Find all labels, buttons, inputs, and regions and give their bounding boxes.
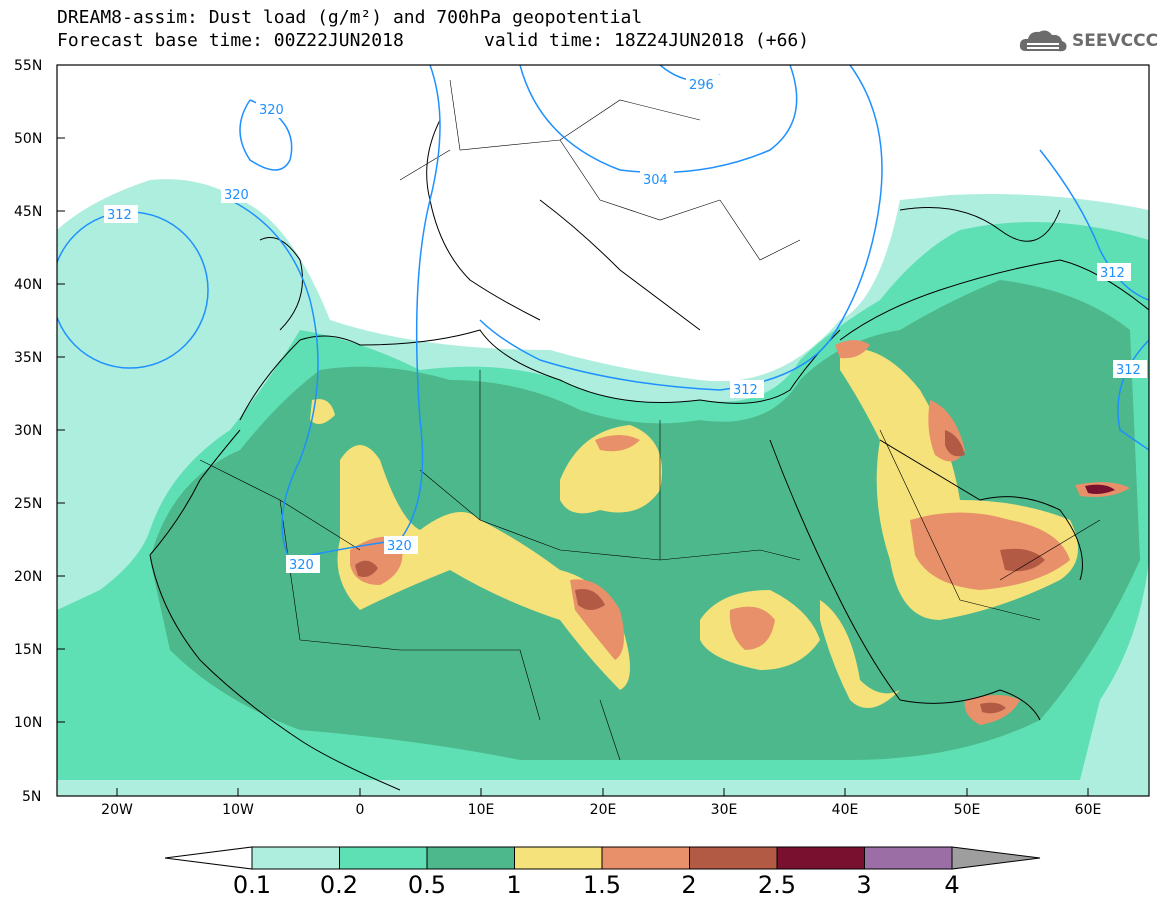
colorbar-label: 0.5 xyxy=(408,871,446,899)
lat-label: 10N xyxy=(14,715,42,731)
country-borders xyxy=(199,79,1101,761)
colorbar-label: 0.1 xyxy=(233,871,271,899)
lat-label: 35N xyxy=(14,350,42,366)
contour-label: 320 xyxy=(259,103,284,118)
valid-time: valid time: 18Z24JUN2018 (+66) xyxy=(484,30,810,51)
colorbar-label: 1.5 xyxy=(583,871,621,899)
colorbar-label: 2 xyxy=(681,871,696,899)
lat-label: 25N xyxy=(14,496,42,512)
lon-label: 10E xyxy=(468,802,495,818)
colorbar-bin xyxy=(339,846,428,870)
colorbar-label: 0.2 xyxy=(320,871,358,899)
colorbar-bin xyxy=(514,846,603,870)
lat-label: 45N xyxy=(14,204,42,220)
dust-field xyxy=(57,65,1149,796)
lon-label: 0 xyxy=(356,802,365,818)
lat-label: 55N xyxy=(14,58,42,74)
contour-label: 312 xyxy=(733,383,758,398)
lon-label: 20E xyxy=(590,802,617,818)
lon-label: 30E xyxy=(711,802,738,818)
contour-label: 312 xyxy=(107,208,132,223)
colorbar-low-arrow xyxy=(164,846,253,870)
contour-label: 320 xyxy=(387,539,412,554)
lon-label: 10W xyxy=(222,802,254,818)
lon-label: 50E xyxy=(954,802,981,818)
lat-label: 40N xyxy=(14,277,42,293)
colorbar-bin xyxy=(689,846,778,870)
colorbar: 0.1 0.2 0.5 1 1.5 2 2.5 3 4 xyxy=(164,846,1041,899)
contour-label: 304 xyxy=(643,173,668,188)
forecast-base-time: Forecast base time: 00Z22JUN2018 xyxy=(57,30,404,51)
contour-label: 320 xyxy=(289,558,314,573)
lon-label: 60E xyxy=(1075,802,1102,818)
contour-label: 296 xyxy=(689,78,714,93)
colorbar-label: 3 xyxy=(856,871,871,899)
map-title: DREAM8-assim: Dust load (g/m²) and 700hP… xyxy=(57,7,643,28)
colorbar-label: 2.5 xyxy=(758,871,796,899)
contour-labels: 296 304 312 312 312 312 320 320 320 320 xyxy=(104,75,1147,573)
colorbar-bin xyxy=(776,846,865,870)
lon-label: 20W xyxy=(101,802,133,818)
lat-axis: 55N 50N 45N 40N 35N 30N 25N 20N 15N 10N … xyxy=(14,58,65,805)
colorbar-bin xyxy=(251,846,340,870)
contour-label: 312 xyxy=(1100,266,1125,281)
colorbar-label: 1 xyxy=(506,871,521,899)
contour-label: 320 xyxy=(224,188,249,203)
colorbar-bin xyxy=(601,846,690,870)
cloud-logo-icon xyxy=(1019,30,1067,52)
coastlines xyxy=(149,119,1149,791)
colorbar-bin xyxy=(426,846,515,870)
lon-label: 40E xyxy=(832,802,859,818)
lat-label: 5N xyxy=(22,789,41,805)
colorbar-high-arrow xyxy=(951,846,1041,870)
logo-text: SEEVCCC xyxy=(1072,31,1159,51)
seevccc-logo: SEEVCCC xyxy=(1018,26,1158,56)
lon-axis: 20W 10W 0 10E 20E 30E 40E 50E 60E xyxy=(101,788,1101,818)
colorbar-label: 4 xyxy=(944,871,959,899)
lat-label: 20N xyxy=(14,569,42,585)
lat-label: 30N xyxy=(14,423,42,439)
colorbar-bin xyxy=(864,846,953,870)
dust-band-1 xyxy=(337,445,630,690)
contour-label: 312 xyxy=(1116,363,1141,378)
lat-label: 50N xyxy=(14,131,42,147)
lat-label: 15N xyxy=(14,642,42,658)
geopotential-contours xyxy=(57,65,1149,561)
dust-band-2 xyxy=(355,560,378,577)
